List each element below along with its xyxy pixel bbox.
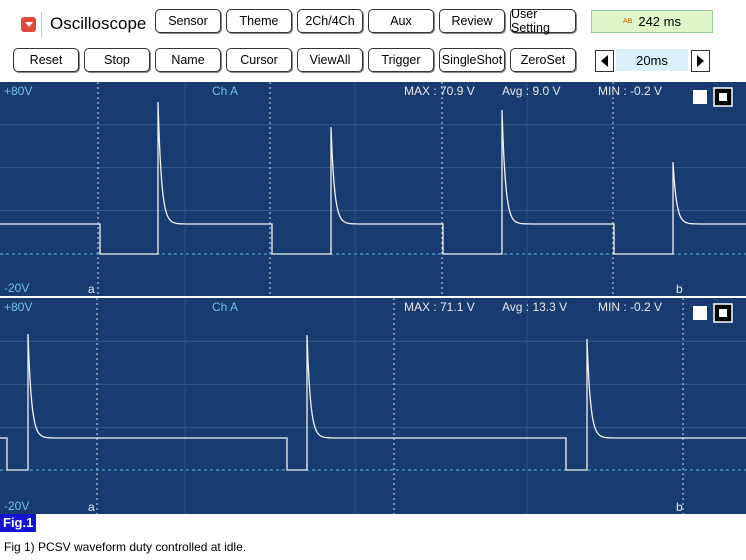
button[interactable]: Name [155,48,221,72]
channel-label: Ch A [212,300,238,314]
avg-label: Avg : 9.0 V [502,84,560,98]
button[interactable]: Reset [13,48,79,72]
button[interactable]: ZeroSet [510,48,576,72]
time-icon: AB [623,18,633,25]
button[interactable]: Review [439,9,505,33]
scope-background [0,82,746,296]
cursor-b-label: b [676,500,683,514]
time-value: 242 ms [638,14,681,29]
button[interactable]: 2Ch/4Ch [297,9,363,33]
cursor-a-label: a [88,500,95,514]
separator [41,12,42,38]
button[interactable]: ViewAll [297,48,363,72]
checkbox[interactable] [693,90,707,104]
figure-label: Fig.1 [0,514,37,532]
channel-label: Ch A [212,84,238,98]
scope-background [0,298,746,514]
button[interactable]: SingleShot [439,48,505,72]
checkbox-inner [719,93,727,101]
top-label: +80V [4,300,32,314]
caption: Fig 1) PCSV waveform duty controlled at … [4,540,247,554]
bottom-label: -20V [4,281,29,295]
max-label: MAX : 70.9 V [404,84,475,98]
button[interactable]: Sensor [155,9,221,33]
time-display: AB 242 ms [591,10,713,33]
max-label: MAX : 71.1 V [404,300,475,314]
cursor-a-label: a [88,282,95,296]
app-title: Oscilloscope [50,14,147,33]
checkbox-inner [719,309,727,317]
bottom-label: -20V [4,499,29,513]
cursor-b-label: b [676,282,683,296]
min-label: MIN : -0.2 V [598,300,662,314]
menu-icon[interactable] [21,17,36,32]
checkbox[interactable] [693,306,707,320]
button[interactable]: User Setting [510,7,576,35]
button[interactable]: Stop [84,48,150,72]
button[interactable]: Cursor [226,48,292,72]
next-button[interactable] [691,50,710,72]
top-label: +80V [4,84,32,98]
avg-label: Avg : 13.3 V [502,300,567,314]
button[interactable]: Theme [226,9,292,33]
min-label: MIN : -0.2 V [598,84,662,98]
button[interactable]: Aux [368,9,434,33]
prev-button[interactable] [595,50,614,72]
waveform [0,101,746,255]
scope-panels: +80V -20V Ch A MAX : 70.9 V Avg : 9.0 V MIN :… [0,82,746,514]
waveform [0,333,746,471]
button[interactable]: Trigger [368,48,434,72]
timebase[interactable]: 20ms [616,49,688,71]
